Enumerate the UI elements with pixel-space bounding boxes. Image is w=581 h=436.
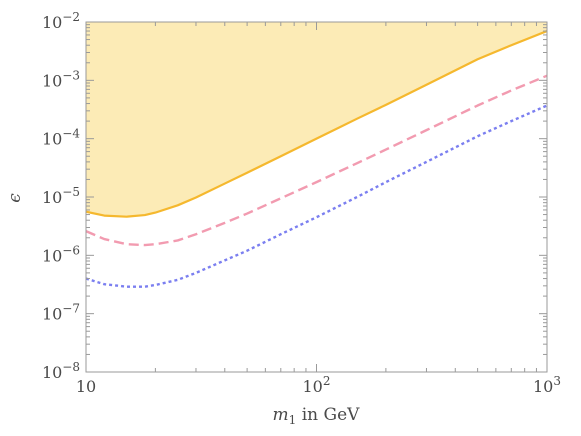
y-tick-label: 10−4 [42,127,80,149]
x-tick-label: 102 [303,374,331,396]
excluded-region [86,22,547,217]
series-line-1 [86,30,547,218]
y-tick-label: 10−8 [42,360,80,382]
series-line-2 [86,74,547,247]
x-tick-label: 103 [533,374,561,396]
y-tick-label: 10−3 [42,68,80,90]
plot-frame [85,21,548,373]
y-axis-label: ϵ [5,193,25,203]
series-layer [86,30,547,288]
y-tick-label: 10−5 [42,185,80,207]
x-tick-label: 10 [76,377,96,396]
y-tick-label: 10−2 [42,10,80,32]
x-axis-label: m1 in GeV [273,405,361,427]
series-line-3 [86,104,547,288]
y-tick-label: 10−7 [42,302,80,324]
tick-label-layer: 10 102 103 10−8 10−7 10−6 10−5 10−4 10−3 10−2 [42,10,561,396]
y-tick-label: 10−6 [42,243,80,265]
excluded-region-layer [86,22,547,217]
